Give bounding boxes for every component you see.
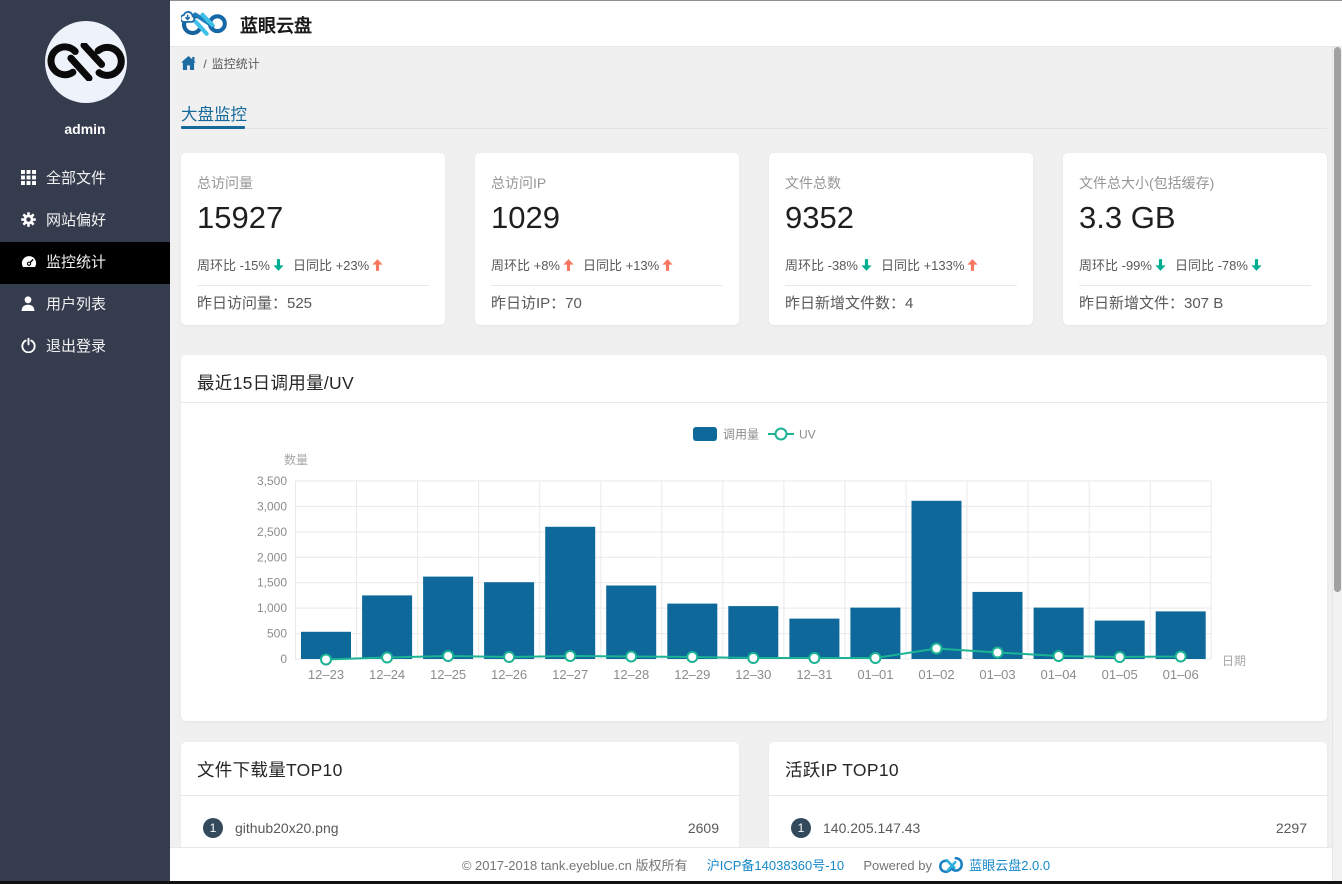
- svg-text:12–25: 12–25: [430, 667, 466, 682]
- svg-text:2,500: 2,500: [257, 525, 287, 539]
- svg-text:3,500: 3,500: [257, 474, 287, 488]
- svg-text:12–29: 12–29: [674, 667, 710, 682]
- svg-text:日期: 日期: [1222, 654, 1246, 668]
- svg-text:01–05: 01–05: [1102, 667, 1138, 682]
- svg-text:1,000: 1,000: [257, 601, 287, 615]
- svg-text:12–24: 12–24: [369, 667, 405, 682]
- svg-text:12–23: 12–23: [308, 667, 344, 682]
- svg-text:01–03: 01–03: [979, 667, 1015, 682]
- svg-text:3,000: 3,000: [257, 499, 287, 513]
- svg-text:12–28: 12–28: [613, 667, 649, 682]
- svg-text:12–27: 12–27: [552, 667, 588, 682]
- svg-text:12–31: 12–31: [796, 667, 832, 682]
- svg-text:01–04: 01–04: [1041, 667, 1077, 682]
- svg-text:12–26: 12–26: [491, 667, 527, 682]
- svg-text:01–02: 01–02: [918, 667, 954, 682]
- svg-text:01–01: 01–01: [857, 667, 893, 682]
- svg-text:UV: UV: [799, 428, 816, 442]
- svg-text:数量: 数量: [284, 452, 308, 467]
- svg-text:01–06: 01–06: [1163, 667, 1199, 682]
- svg-text:0: 0: [280, 652, 287, 666]
- svg-text:500: 500: [267, 627, 287, 641]
- svg-text:调用量: 调用量: [723, 428, 759, 442]
- svg-text:12–30: 12–30: [735, 667, 771, 682]
- svg-text:1,500: 1,500: [257, 576, 287, 590]
- svg-text:2,000: 2,000: [257, 550, 287, 564]
